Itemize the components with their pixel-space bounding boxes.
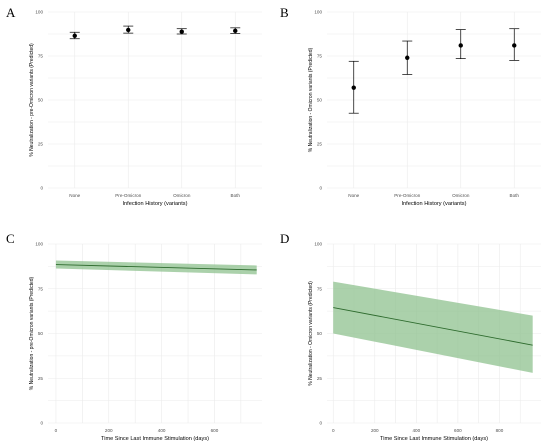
x-tick-label: 600 — [454, 428, 462, 433]
x-tick-label: None — [348, 193, 359, 198]
y-tick-label: 25 — [38, 142, 44, 147]
x-tick-label: 600 — [211, 428, 219, 433]
x-tick-label: Pre-Omicron — [115, 193, 141, 198]
y-tick-label: 0 — [40, 186, 43, 191]
y-tick-label: 25 — [317, 376, 323, 381]
y-tick-label: 100 — [314, 242, 322, 247]
x-tick-label: 400 — [158, 428, 166, 433]
y-axis-label: % Neutralization - Omicron variants (Pre… — [308, 47, 314, 152]
x-axis-label: Infection History (variants) — [123, 201, 188, 207]
y-tick-label: 50 — [317, 98, 323, 103]
y-tick-label: 25 — [38, 376, 44, 381]
data-point — [126, 27, 131, 33]
confidence-band — [333, 281, 533, 373]
panel-letter: C — [6, 231, 15, 246]
x-tick-label: 200 — [105, 428, 113, 433]
y-tick-label: 100 — [314, 10, 322, 15]
y-tick-label: 75 — [317, 286, 323, 291]
data-point — [405, 55, 410, 60]
y-tick-label: 75 — [38, 286, 44, 291]
gridlines — [48, 11, 262, 189]
y-tick-label: 50 — [38, 98, 44, 103]
y-tick-label: 100 — [35, 10, 43, 15]
y-tick-label: 100 — [35, 242, 43, 247]
y-axis-label: % Neutralization - Omicron variants (Pre… — [308, 281, 314, 386]
gridlines — [48, 243, 262, 424]
y-axis-label: % Neutralization - pre-Omicron variants … — [29, 43, 35, 157]
panel-letter: B — [280, 5, 289, 20]
x-tick-label: 0 — [55, 428, 58, 433]
data-point — [458, 43, 463, 48]
x-tick-label: Pre-Omicron — [394, 193, 420, 198]
x-tick-label: Omicron — [452, 193, 470, 198]
x-axis-label: Time Since Last Immune Stimulation (days… — [380, 436, 488, 442]
data-point — [72, 33, 77, 38]
panel-letter: A — [6, 5, 16, 20]
y-tick-label: 75 — [38, 54, 44, 59]
x-tick-label: 800 — [496, 428, 504, 433]
y-tick-label: 25 — [317, 142, 323, 147]
data-point — [351, 85, 356, 90]
x-tick-label: Both — [510, 193, 520, 198]
y-axis-label: % Neutralization - pre-Omicron variants … — [29, 276, 35, 390]
y-tick-label: 0 — [319, 186, 322, 191]
y-tick-label: 50 — [317, 331, 323, 336]
data-point — [512, 43, 517, 48]
trend-line — [55, 264, 257, 271]
gridlines — [327, 11, 541, 189]
x-tick-label: 0 — [332, 428, 335, 433]
x-tick-label: 200 — [371, 428, 379, 433]
y-tick-label: 0 — [319, 421, 322, 426]
panel-a: A 0 25 50 75 100 None Pre-Omicron Omicron Both Inf… — [6, 5, 262, 207]
x-axis-label: Infection History (variants) — [402, 201, 467, 207]
panel-letter: D — [280, 231, 289, 246]
x-tick-label: Omicron — [173, 193, 191, 198]
data-point — [179, 29, 184, 34]
y-tick-label: 0 — [40, 421, 43, 426]
y-tick-label: 75 — [317, 54, 323, 59]
data-point — [233, 28, 238, 34]
y-tick-label: 50 — [38, 331, 44, 336]
x-tick-label: Both — [231, 193, 241, 198]
panel-b: B 0 25 50 75 100 None Pre-Omicron Omicron Both Inf… — [280, 5, 541, 207]
panel-d: D 0 25 50 75 100 0 200 400 600 800 Time Since Last … — [280, 231, 541, 442]
x-tick-label: None — [69, 193, 80, 198]
x-axis-label: Time Since Last Immune Stimulation (days… — [101, 436, 209, 442]
x-tick-label: 400 — [413, 428, 421, 433]
trend-line — [333, 307, 533, 346]
